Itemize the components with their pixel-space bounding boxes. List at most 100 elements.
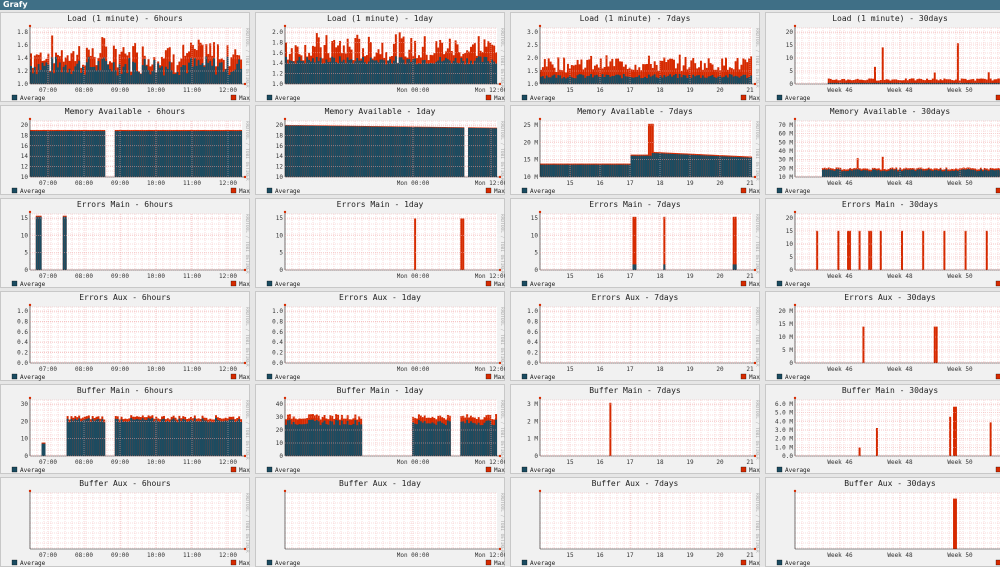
max-bar (620, 61, 623, 84)
x-tick-label: 11:00 (183, 552, 201, 559)
max-bar (839, 79, 842, 84)
graph-panel[interactable]: Load (1 minute) - 7days 1.0 1.5 2.0 2.5 3.0 15… (510, 12, 760, 102)
average-bar (70, 418, 73, 456)
max-bar (462, 218, 465, 270)
graph-panel[interactable]: Buffer Main - 1day 0 10 20 30 40 Mon 00:00 Mon … (255, 384, 505, 474)
average-bar (860, 170, 863, 177)
average-bar (705, 155, 708, 177)
average-bar (435, 61, 438, 84)
x-tick-label: 15 (566, 180, 574, 187)
average-bar (218, 62, 221, 84)
graph-panel[interactable]: Errors Aux - 1day 0.0 0.2 0.4 0.6 0.8 1.0 Mon 0… (255, 291, 505, 381)
average-bar (228, 74, 231, 84)
average-bar (392, 60, 395, 84)
x-tick-label: 10:00 (147, 180, 165, 187)
average-bar (466, 419, 469, 456)
average-bar (489, 128, 492, 177)
average-bar (630, 155, 633, 177)
average-bar (541, 164, 544, 177)
rrdtool-watermark: RRDTOOL / TOBI OETIKER (754, 214, 760, 274)
graph-panel[interactable]: Errors Aux - 30days 0 5 M 10 M 15 M 20 M Week … (765, 291, 1000, 381)
graph-panel[interactable]: Memory Available - 1day 10 12 14 16 18 20 Mon 0… (255, 105, 505, 195)
y-tick-label: 0.4 (272, 339, 283, 346)
average-bar (369, 57, 372, 84)
average-bar (417, 127, 420, 177)
graph-canvas: Errors Aux - 6hours0.00.20.40.60.81.007:… (11, 293, 250, 381)
average-bar (877, 170, 880, 177)
graph-panel[interactable]: Memory Available - 6hours 10 12 14 16 18 20 07:… (0, 105, 250, 195)
average-bar (655, 153, 658, 177)
average-bar (730, 74, 733, 84)
average-bar (137, 419, 140, 456)
x-tick-label: 12:00 (219, 366, 237, 373)
graph-panel[interactable]: Errors Main - 1day 0 5 10 15 Mon 00:00 Mon 12:… (255, 198, 505, 288)
y-tick-label: 15 M (779, 321, 794, 328)
average-bar (491, 59, 494, 84)
legend-max: Max (239, 374, 250, 381)
max-bar (684, 56, 687, 84)
average-bar (748, 77, 751, 84)
graph-title: Load (1 minute) - 6hours (67, 14, 183, 23)
average-bar (232, 419, 235, 456)
average-bar (406, 59, 409, 84)
graph-panel[interactable]: Memory Available - 30days 10 M 20 M 30 M 40 … (765, 105, 1000, 195)
max-bar (877, 80, 880, 84)
max-bar (951, 80, 954, 84)
y-tick-label: 15 (276, 215, 284, 222)
graph-panel[interactable]: Buffer Aux - 6hours 07:00 08:00 09:00 10:00 1… (0, 477, 250, 567)
graph-panel[interactable]: Errors Main - 7days 0 5 10 15 15 16 17 18 19 20 21 R… (510, 198, 760, 288)
average-bar (671, 76, 674, 84)
y-tick-label: 30 M (779, 157, 794, 164)
graph-panel[interactable]: Errors Main - 6hours 0 5 10 15 07:00 08:00 09:0… (0, 198, 250, 288)
average-bar (176, 71, 179, 84)
average-bar (821, 169, 824, 177)
max-bar (924, 80, 927, 84)
average-bar (394, 126, 397, 177)
y-tick-label: 6.0 M (775, 401, 793, 408)
average-bar (711, 74, 714, 84)
average-bar (471, 127, 474, 177)
x-tick-label: Mon 12:00 (475, 366, 505, 373)
average-bar (875, 82, 878, 84)
average-bar (841, 171, 844, 177)
average-bar (45, 131, 48, 177)
average-bar (207, 62, 210, 84)
average-bar (346, 420, 349, 456)
graph-panel[interactable]: Errors Aux - 7days 0.0 0.2 0.4 0.6 0.8 1.0 15 16… (510, 291, 760, 381)
average-bar (218, 131, 221, 177)
max-bar (649, 63, 652, 84)
average-bar (337, 420, 340, 456)
graph-panel[interactable]: Memory Available - 7days 10 M 15 M 20 M 25 M… (510, 105, 760, 195)
y-tick-label: 3.0 (527, 29, 538, 36)
graph-panel[interactable]: Errors Aux - 6hours 0.0 0.2 0.4 0.6 0.8 1.0 07:… (0, 291, 250, 381)
graph-panel[interactable]: Buffer Aux - 7days 15 16 17 18 19 20 21 RRDTOOL … (510, 477, 760, 567)
graph-panel[interactable]: Buffer Main - 6hours 0 10 20 30 07:00 08:00 09:… (0, 384, 250, 474)
average-bar (669, 74, 672, 84)
max-bar (588, 59, 591, 84)
max-bar (570, 65, 573, 84)
average-bar (161, 131, 164, 177)
average-bar (929, 82, 932, 84)
max-bar (864, 80, 867, 84)
average-bar (931, 171, 934, 177)
graph-panel[interactable]: Load (1 minute) - 6hours 1.0 1.2 1.4 1.6 1.8 0… (0, 12, 250, 102)
max-bar (960, 78, 963, 84)
y-tick-label: 15 (21, 215, 29, 222)
graph-panel[interactable]: Load (1 minute) - 30days 0 5 10 15 20 Week 46 W… (765, 12, 1000, 102)
average-bar (157, 131, 160, 177)
graph-panel[interactable]: Buffer Main - 30days 0.0 1.0 M 2.0 M 3.0 M 4.… (765, 384, 1000, 474)
average-bar (31, 73, 34, 84)
graph-panel[interactable]: Load (1 minute) - 1day 1.0 1.2 1.4 1.6 1.8 2.0… (255, 12, 505, 102)
average-bar (342, 126, 345, 177)
max-bar (858, 79, 861, 84)
y-tick-label: 1.4 (272, 60, 283, 67)
average-bar (603, 76, 606, 84)
average-bar (184, 131, 187, 177)
graph-panel[interactable]: Buffer Aux - 1day Mon 00:00 Mon 12:00 RRDTO… (255, 477, 505, 567)
average-bar (690, 154, 693, 177)
average-bar (352, 423, 355, 456)
graph-panel[interactable]: Buffer Aux - 30days Week 46 Week 48 Week 50… (765, 477, 1000, 567)
graph-panel[interactable]: Errors Main - 30days 0 5 10 15 20 Week 46 Week … (765, 198, 1000, 288)
